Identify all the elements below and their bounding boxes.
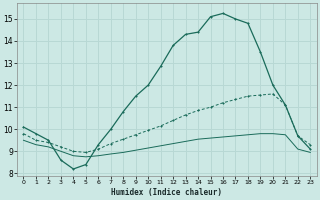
X-axis label: Humidex (Indice chaleur): Humidex (Indice chaleur) <box>111 188 222 197</box>
